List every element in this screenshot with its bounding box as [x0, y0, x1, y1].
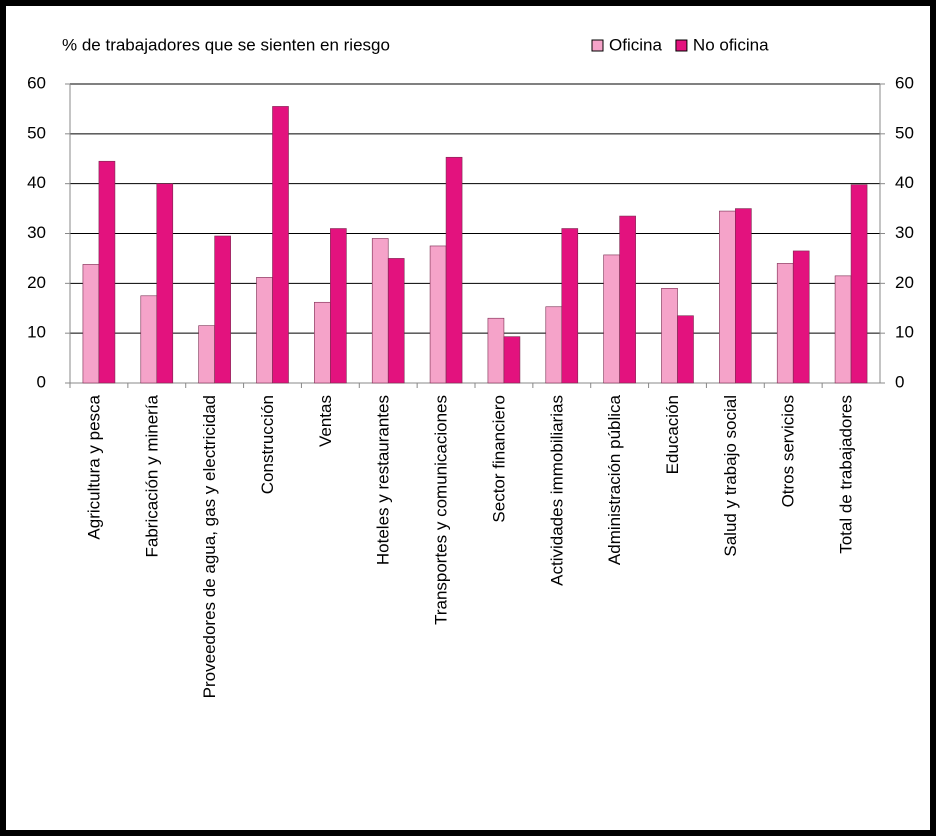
bar: [677, 315, 694, 384]
y-tick-label: 50: [27, 123, 46, 142]
x-tick-label: Administración pública: [605, 394, 624, 565]
bar: [140, 295, 158, 384]
bar: [619, 215, 636, 384]
x-tick-label: Fabricación y minería: [142, 394, 161, 557]
y-tick-label: 0: [37, 372, 46, 391]
bar: [198, 325, 215, 384]
bar: [850, 184, 868, 384]
bar: [719, 210, 736, 384]
x-tick-label: Salud y trabajo social: [721, 395, 740, 557]
bar: [256, 277, 273, 384]
y-tick-label: 30: [27, 223, 46, 242]
bar: [387, 258, 405, 384]
legend-label: No oficina: [693, 35, 769, 54]
bar: [735, 208, 752, 384]
bar: [214, 235, 231, 384]
x-tick-label: Agricultura y pesca: [84, 394, 103, 539]
y2-tick-label: 30: [895, 223, 914, 242]
bar: [272, 106, 289, 384]
y2-tick-label: 0: [895, 372, 904, 391]
legend-swatch: [591, 39, 604, 52]
x-tick-label: Otros servicios: [779, 395, 798, 507]
legend-swatch: [675, 39, 688, 52]
x-tick-label: Hoteles y restaurantes: [374, 395, 393, 565]
y-tick-label: 60: [27, 73, 46, 92]
bar: [371, 238, 389, 384]
bar: [776, 263, 794, 384]
y-tick-label: 40: [27, 173, 46, 192]
bar: [792, 250, 810, 384]
bar: [156, 183, 174, 384]
bar: [503, 336, 521, 384]
bar: [487, 317, 505, 384]
chart-title: % de trabajadores que se sienten en ries…: [62, 35, 390, 54]
x-tick-label: Educación: [663, 395, 682, 474]
x-tick-label: Actividades immobiliarias: [547, 395, 566, 586]
bar: [98, 160, 116, 384]
x-tick-label: Transportes y comunicaciones: [432, 395, 451, 625]
y-tick-label: 20: [27, 273, 46, 292]
y2-tick-label: 60: [895, 73, 914, 92]
bar: [561, 228, 579, 384]
bar: [834, 275, 852, 384]
bar: [445, 156, 463, 384]
y2-tick-label: 20: [895, 273, 914, 292]
x-tick-label: Total de trabajadores: [837, 395, 856, 554]
y2-tick-label: 10: [895, 323, 914, 342]
x-tick-label: Proveedores de agua, gas y electricidad: [200, 395, 219, 698]
bar: [82, 264, 100, 384]
x-tick-label: Ventas: [316, 395, 335, 447]
bar: [545, 306, 563, 384]
y-tick-label: 10: [27, 323, 46, 342]
x-tick-label: Sector financiero: [489, 395, 508, 523]
y2-tick-label: 50: [895, 123, 914, 142]
bar: [661, 288, 678, 384]
x-tick-label: Construcción: [258, 395, 277, 494]
legend-label: Oficina: [609, 35, 662, 54]
bar: [429, 245, 447, 384]
bar: [314, 301, 331, 384]
bar: [603, 254, 620, 384]
bar: [330, 228, 347, 384]
y2-tick-label: 40: [895, 173, 914, 192]
